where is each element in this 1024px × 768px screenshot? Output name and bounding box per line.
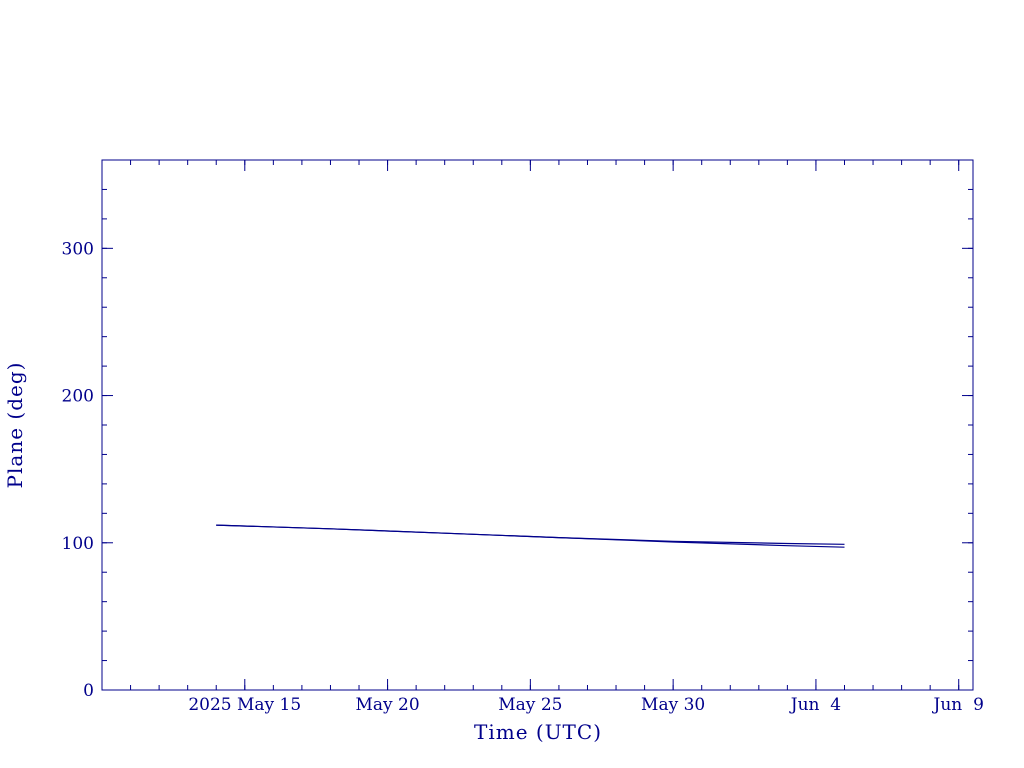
y-tick-label: 300 <box>62 239 94 259</box>
axis-ticks <box>101 159 973 691</box>
y-tick-label: 100 <box>62 534 94 554</box>
x-tick-label: Jun 4 <box>789 695 841 715</box>
x-tick-label: 2025 May 15 <box>188 695 301 715</box>
tick-labels: 2025 May 15 May 20 May 25 May 30 Jun 4 Jun 9 0… <box>62 239 984 715</box>
x-tick-label: Jun 9 <box>932 695 984 715</box>
x-tick-label: May 30 <box>641 695 705 715</box>
series-group <box>216 524 845 548</box>
x-axis-title: Time (UTC) <box>474 720 602 744</box>
y-tick-label: 0 <box>83 681 94 701</box>
series-line-2 <box>216 524 845 548</box>
y-tick-label: 200 <box>62 387 94 407</box>
x-tick-label: May 25 <box>498 695 562 715</box>
x-tick-label: May 20 <box>355 695 419 715</box>
plot-frame <box>101 159 974 691</box>
y-axis-title: Plane (deg) <box>3 362 27 489</box>
